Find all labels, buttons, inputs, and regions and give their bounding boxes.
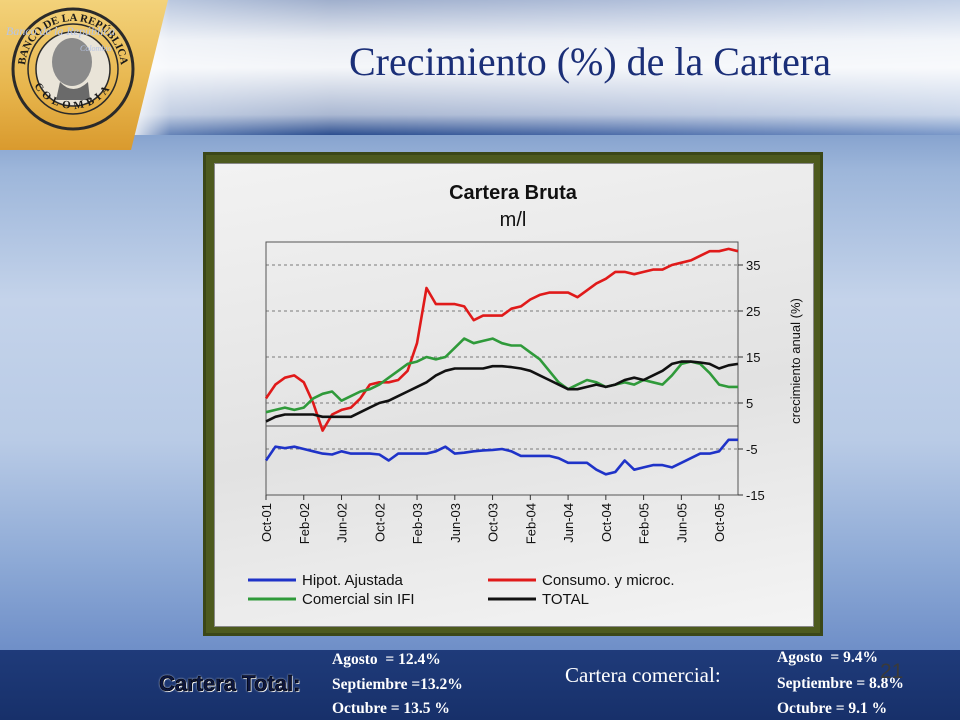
banco-republica-seal-logo: BANCO DE LA REPÚBLICA COLOMBIA [11,7,135,131]
series-line-1 [264,438,738,476]
axes: 35 25 15 5 -5 -15 Oct-01 Feb-02 Jun-02 Oct-02 Feb-… [259,241,765,544]
x-tick-label: Jun-04 [561,503,576,543]
series-line-2 [264,247,739,432]
series-line-3 [265,337,738,414]
x-tick-label: Oct-03 [486,503,501,542]
legend-label: Comercial sin IFI [302,591,415,608]
cartera-comercial-octubre: Octubre = 9.1 % [777,700,888,717]
y-tick-label: 25 [746,304,760,319]
y-tick-label: 5 [746,396,753,411]
footer-logo-subtext: Colombia [80,44,112,53]
legend-label: Hipot. Ajustada [302,572,404,589]
x-tick-label: Feb-04 [523,503,538,544]
x-tick-label: Feb-02 [297,503,312,544]
footer-logo-script: Banco de la República Colombia [6,24,115,53]
line-chart: Cartera Bruta m/l crecimiento anual (%) … [248,182,803,608]
series-lines [264,247,739,476]
x-tick-label: Feb-03 [410,503,425,544]
x-tick-label: Jun-02 [335,503,350,543]
legend: Hipot. Ajustada Consumo. y microc. Comerci… [248,572,675,608]
cartera-total-agosto: Agosto = 12.4% [332,651,441,668]
slide-title: Crecimiento (%) de la Cartera [349,39,831,84]
x-tick-label: Jun-03 [448,503,463,543]
series-line-4 [265,360,739,423]
legend-label: Consumo. y microc. [542,572,675,589]
x-tick-label: Jun-05 [674,503,689,543]
chart-frame: Cartera Bruta m/l crecimiento anual (%) … [203,152,823,636]
cartera-total-octubre: Octubre = 13.5 % [332,700,450,717]
cartera-total-septiembre: Septiembre =13.2% [332,676,463,693]
cartera-comercial-label: Cartera comercial: [565,663,721,687]
y-tick-label: -5 [746,442,758,457]
x-tick-label: Feb-05 [637,503,652,544]
cartera-comercial-septiembre: Septiembre = 8.8% [777,675,904,692]
footer-logo-text: Banco de la República [6,24,115,38]
x-tick-label: Oct-05 [712,503,727,542]
y-tick-label: 35 [746,258,760,273]
x-tick-label: Oct-04 [599,503,614,542]
chart-subtitle: m/l [500,209,527,231]
legend-label: TOTAL [542,591,589,608]
x-tick-label: Oct-01 [259,503,274,542]
y-tick-label: 15 [746,350,760,365]
chart-title: Cartera Bruta [449,182,578,204]
y-axis-label: crecimiento anual (%) [788,298,803,424]
cartera-total-label: Cartera Total: [159,671,301,697]
chart-area: Cartera Bruta m/l crecimiento anual (%) … [214,163,814,627]
x-tick-label: Oct-02 [372,503,387,542]
plot-border [265,241,739,496]
cartera-comercial-agosto: Agosto = 9.4% [777,649,878,666]
y-tick-label: -15 [746,488,765,503]
page-number: 21 [880,660,904,683]
